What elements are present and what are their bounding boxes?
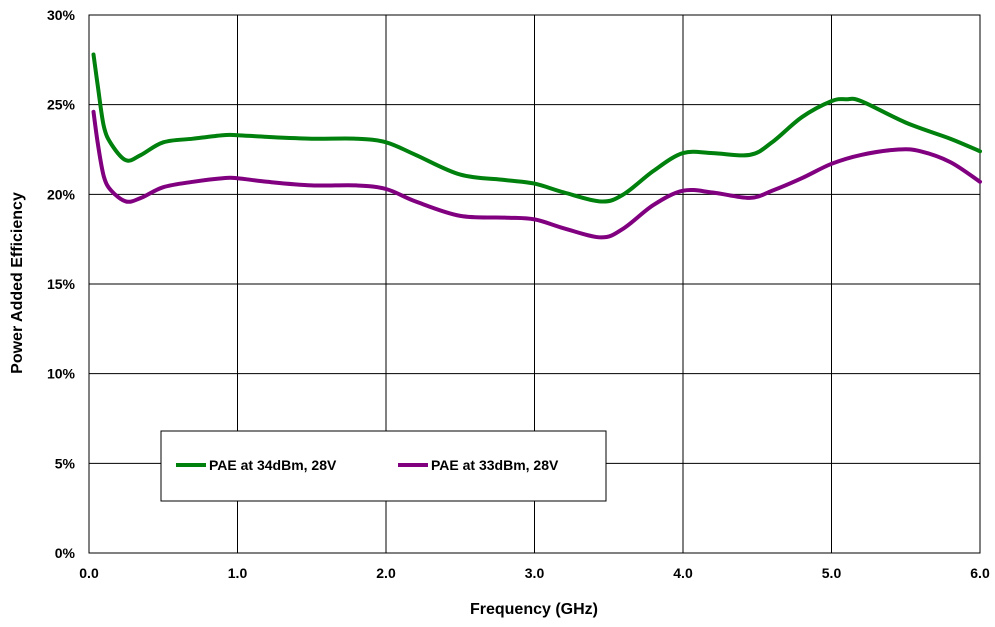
plot-border	[88, 14, 981, 554]
x-tick-label: 3.0	[525, 565, 545, 581]
legend-box	[160, 430, 607, 502]
x-axis-title: Frequency (GHz)	[470, 601, 598, 618]
legend-label-series-1: PAE at 34dBm, 28V	[209, 457, 337, 473]
x-tick-label: 2.0	[376, 565, 396, 581]
series-line-2	[91, 109, 982, 240]
series-lines	[91, 52, 982, 240]
x-tick-label: 5.0	[822, 565, 842, 581]
series-line-1	[91, 52, 982, 204]
x-tick-label: 6.0	[970, 565, 990, 581]
legend: PAE at 34dBm, 28V PAE at 33dBm, 28V	[160, 430, 607, 502]
y-tick-label: 20%	[47, 186, 76, 202]
y-tick-label: 15%	[47, 276, 76, 292]
y-tick-label: 5%	[55, 455, 76, 471]
legend-label-series-2: PAE at 33dBm, 28V	[431, 457, 559, 473]
x-tick-label: 1.0	[228, 565, 248, 581]
y-tick-label: 25%	[47, 97, 76, 113]
y-tick-label: 10%	[47, 366, 76, 382]
y-axis-title: Power Added Efficiency	[9, 192, 26, 374]
x-tick-label: 0.0	[79, 565, 99, 581]
x-tick-label: 4.0	[673, 565, 693, 581]
tick-labels: 0.0 1.0 2.0 3.0 4.0 5.0 6.0 0% 5% 10% 15% 20% 25% 30%	[47, 7, 990, 581]
y-tick-label: 30%	[47, 7, 76, 23]
y-tick-label: 0%	[55, 545, 76, 561]
